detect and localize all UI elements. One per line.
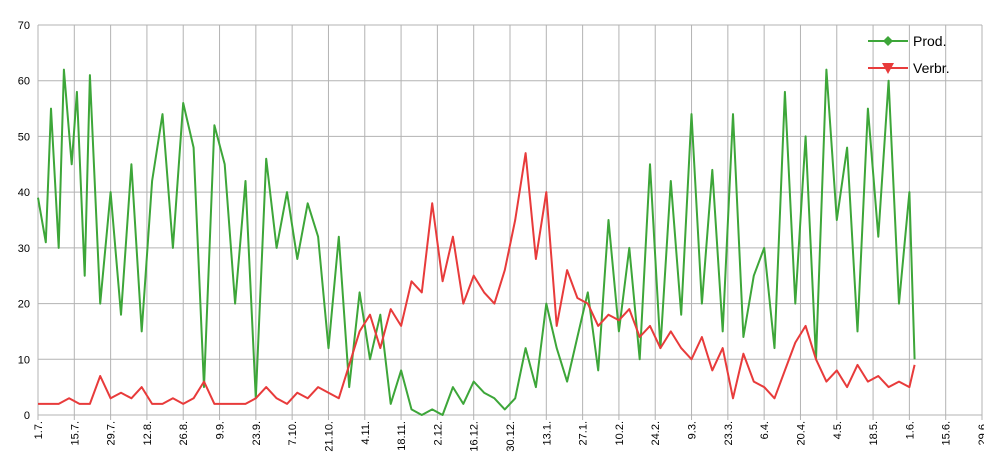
x-tick-label: 7.10.: [287, 421, 299, 445]
x-tick-label: 10.2.: [614, 421, 626, 445]
y-tick-label: 60: [18, 76, 30, 88]
x-tick-label: 29.7.: [106, 421, 118, 445]
y-tick-label: 10: [18, 354, 30, 366]
x-tick-label: 24.2.: [650, 421, 662, 445]
x-tick-label: 13.1.: [541, 421, 553, 445]
legend: Prod. Verbr.: [868, 33, 950, 76]
x-tick-label: 9.9.: [215, 421, 227, 439]
x-tick-label: 26.8.: [178, 421, 190, 445]
y-tick-label: 50: [18, 131, 30, 143]
y-axis: 0 10 20 30 40 50 60 70: [18, 20, 30, 422]
x-tick-label: 15.6.: [941, 421, 953, 445]
x-tick-label: 1.7.: [33, 421, 45, 439]
x-tick-label: 15.7.: [69, 421, 81, 445]
x-tick-label: 30.12.: [505, 421, 517, 452]
series-layer: [37, 68, 916, 416]
y-tick-label: 0: [24, 410, 30, 422]
x-tick-label: 4.11.: [360, 421, 372, 445]
y-tick-label: 20: [18, 299, 30, 311]
x-tick-label: 20.4.: [795, 421, 807, 445]
x-tick-label: 9.3.: [687, 421, 699, 439]
x-axis: 1.7. 15.7. 29.7. 12.8. 26.8. 9.9. 23.9. 7.10. 21…: [33, 415, 984, 452]
x-tick-label: 18.5.: [868, 421, 880, 445]
y-tick-label: 40: [18, 187, 30, 199]
x-tick-label: 12.8.: [142, 421, 154, 445]
x-tick-label: 18.11.: [396, 421, 408, 451]
x-tick-label: 16.12.: [469, 421, 481, 452]
x-tick-label: 1.6.: [904, 421, 916, 439]
y-tick-label: 70: [18, 20, 30, 32]
diamond-marker-icon: [883, 36, 893, 46]
x-tick-label: 23.3.: [723, 421, 735, 445]
series-line-verbr: [38, 152, 916, 405]
x-tick-label: 23.9.: [251, 421, 263, 445]
x-tick-label: 4.5.: [832, 421, 844, 439]
legend-label: Prod.: [913, 33, 946, 49]
legend-label: Verbr.: [913, 60, 950, 76]
x-tick-label: 29.6.: [977, 421, 984, 445]
x-tick-label: 27.1.: [578, 421, 590, 445]
grid-lines: [37, 24, 983, 416]
x-tick-label: 6.4.: [759, 421, 771, 439]
triangle-marker-icon: [882, 63, 894, 74]
x-tick-label: 2.12.: [432, 421, 444, 445]
y-tick-label: 30: [18, 243, 30, 255]
x-tick-label: 21.10.: [323, 421, 335, 452]
series-line-prod: [37, 68, 916, 416]
